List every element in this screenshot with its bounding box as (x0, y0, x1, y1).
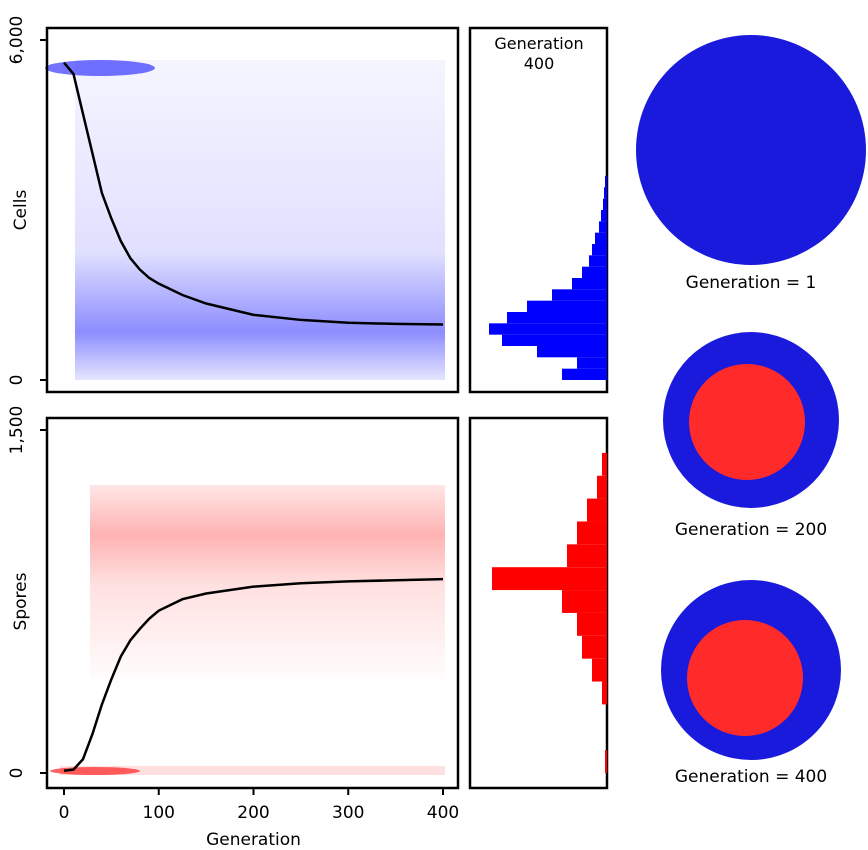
x-tick-label: 100 (143, 803, 175, 823)
y-axis-title: Spores (11, 572, 31, 630)
y-axis-title: Cells (11, 190, 31, 231)
colony-image (636, 35, 866, 760)
histogram-bar (582, 266, 607, 278)
y-tick-label: 6,000 (7, 16, 27, 65)
histogram-bar (602, 452, 607, 476)
mean-line (63, 61, 444, 326)
histogram-bar (582, 635, 607, 659)
histogram-bar (527, 300, 607, 312)
histogram-bar (597, 475, 607, 499)
histogram-bar (489, 323, 607, 335)
histogram-bar (601, 210, 607, 222)
histogram-bar (562, 368, 607, 380)
histogram-bar (587, 498, 607, 522)
histogram-bar (592, 658, 607, 682)
histogram-bar (577, 612, 607, 636)
y-tick-label: 0 (7, 768, 27, 779)
histogram-bar (602, 681, 607, 705)
image-label: Generation = 200 (675, 520, 827, 540)
x-axis-title: Generation (206, 830, 301, 850)
x-tick-label: 0 (59, 803, 70, 823)
mean-line (63, 577, 444, 772)
histogram-bar (577, 357, 607, 369)
histogram-bar (562, 590, 607, 613)
histogram-bar (572, 278, 607, 290)
histogram-bar (599, 221, 607, 233)
histogram-bar (577, 521, 607, 545)
histogram-bar (537, 346, 607, 358)
image-label: Generation = 400 (675, 767, 827, 787)
histogram-bar (502, 334, 607, 346)
histogram-bar (507, 312, 607, 324)
histogram-bar (605, 176, 607, 188)
y-tick-label: 0 (7, 375, 27, 386)
x-tick-label: 200 (237, 803, 269, 823)
histogram-bar (595, 232, 607, 244)
y-tick-label: 1,500 (7, 406, 27, 455)
x-tick-label: 400 (427, 803, 459, 823)
histogram-bar (552, 289, 607, 301)
histogram-bar (605, 750, 607, 773)
plot-frame (45, 26, 460, 394)
histogram-bar (604, 187, 607, 199)
image-label: Generation = 1 (686, 273, 817, 293)
histogram-bar (589, 255, 607, 267)
histogram-bar (567, 544, 607, 568)
histogram-bar (603, 198, 607, 210)
x-tick-label: 300 (332, 803, 364, 823)
histogram-bar (592, 244, 607, 256)
histogram-title: Generation 400 (494, 34, 584, 73)
histogram-bar (492, 567, 607, 591)
